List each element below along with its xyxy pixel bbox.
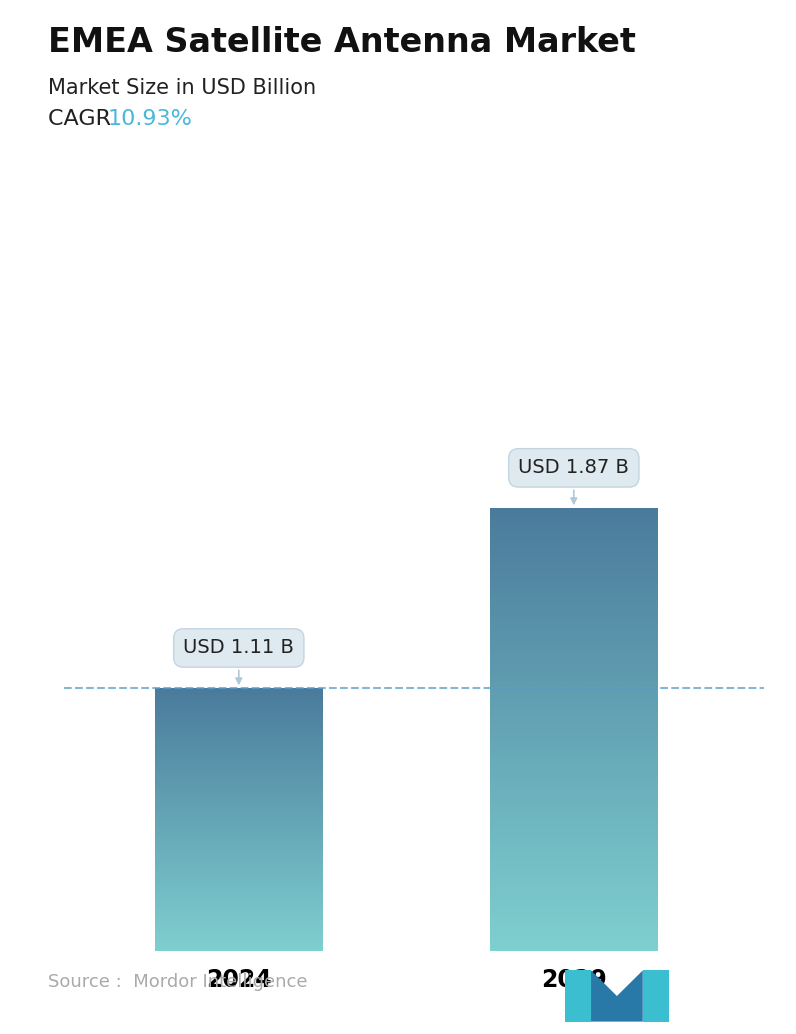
Text: USD 1.11 B: USD 1.11 B bbox=[183, 638, 295, 683]
Text: CAGR: CAGR bbox=[48, 109, 125, 128]
Text: Source :  Mordor Intelligence: Source : Mordor Intelligence bbox=[48, 973, 307, 991]
Text: USD 1.87 B: USD 1.87 B bbox=[518, 458, 630, 504]
Polygon shape bbox=[643, 970, 669, 1022]
Text: 10.93%: 10.93% bbox=[107, 109, 193, 128]
Text: EMEA Satellite Antenna Market: EMEA Satellite Antenna Market bbox=[48, 26, 636, 59]
Polygon shape bbox=[565, 970, 591, 1022]
Polygon shape bbox=[591, 970, 643, 1022]
Text: Market Size in USD Billion: Market Size in USD Billion bbox=[48, 78, 316, 97]
